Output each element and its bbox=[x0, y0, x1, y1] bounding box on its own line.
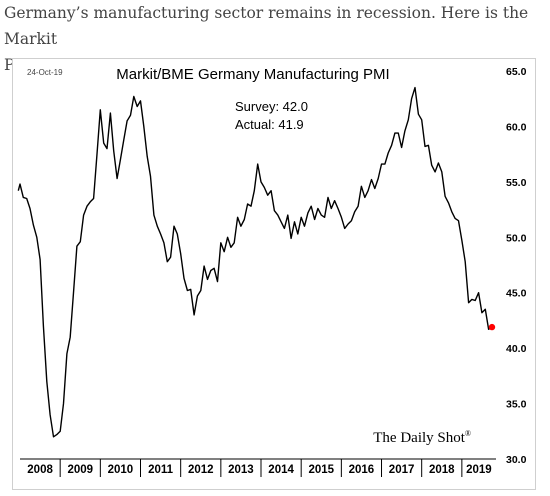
y-tick-label: 40.0 bbox=[506, 343, 527, 355]
annotation-survey: Survey: 42.0 bbox=[235, 99, 308, 114]
y-tick-label: 35.0 bbox=[506, 399, 527, 411]
y-tick-label: 45.0 bbox=[506, 288, 527, 300]
chart-frame: 24-Oct-19 Markit/BME Germany Manufacturi… bbox=[12, 58, 536, 490]
x-tick-label: 2012 bbox=[188, 464, 214, 476]
source-label: The Daily Shot® bbox=[373, 429, 471, 446]
x-tick-label: 2014 bbox=[268, 464, 294, 476]
y-tick-label: 55.0 bbox=[506, 177, 527, 189]
caption-line-1: Germany’s manufacturing sector remains i… bbox=[4, 4, 529, 48]
x-tick-label: 2019 bbox=[466, 464, 492, 476]
y-tick-label: 65.0 bbox=[506, 66, 527, 78]
x-tick-label: 2010 bbox=[108, 464, 134, 476]
x-tick-label: 2008 bbox=[27, 464, 53, 476]
x-tick-label: 2017 bbox=[389, 464, 415, 476]
x-tick-label: 2015 bbox=[308, 464, 334, 476]
plot-area bbox=[17, 86, 496, 438]
chart-date-label: 24-Oct-19 bbox=[27, 68, 63, 77]
x-tick-label: 2016 bbox=[349, 464, 375, 476]
annotation-actual: Actual: 41.9 bbox=[235, 117, 304, 132]
x-tick-label: 2011 bbox=[148, 464, 174, 476]
pmi-series-line bbox=[17, 86, 493, 438]
axes: 2008 2009 2010 2011 2012 2013 2014 2015 2016 2017… bbox=[20, 66, 527, 477]
pmi-line-chart: 24-Oct-19 Markit/BME Germany Manufacturi… bbox=[17, 66, 527, 477]
y-tick-label: 50.0 bbox=[506, 232, 527, 244]
x-tick-label: 2009 bbox=[67, 464, 93, 476]
latest-value-marker bbox=[488, 323, 496, 331]
y-tick-label: 30.0 bbox=[506, 454, 527, 466]
source-label-text: The Daily Shot bbox=[373, 430, 465, 446]
y-tick-label: 60.0 bbox=[506, 121, 527, 133]
source-label-mark: ® bbox=[465, 429, 471, 438]
x-tick-label: 2013 bbox=[228, 464, 254, 476]
x-tick-label: 2018 bbox=[429, 464, 455, 476]
chart-title: Markit/BME Germany Manufacturing PMI bbox=[116, 66, 389, 83]
